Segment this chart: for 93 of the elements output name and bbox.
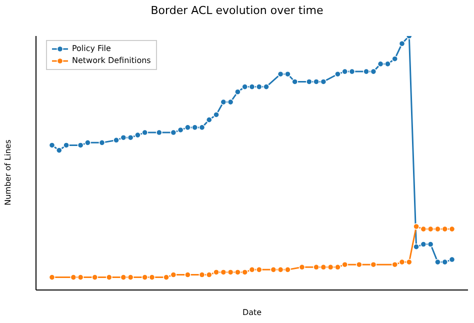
point bbox=[184, 272, 191, 278]
x-axis-title: Date bbox=[241, 308, 263, 317]
point bbox=[242, 84, 248, 90]
point bbox=[277, 266, 284, 273]
point bbox=[413, 244, 420, 250]
chart-title: Border ACL evolution over time bbox=[150, 4, 324, 17]
point bbox=[120, 134, 127, 141]
point bbox=[370, 261, 377, 268]
point bbox=[256, 84, 262, 90]
point bbox=[142, 129, 148, 136]
point bbox=[392, 261, 398, 268]
point bbox=[242, 269, 248, 276]
point bbox=[213, 269, 220, 276]
point bbox=[56, 147, 62, 154]
point bbox=[392, 56, 398, 62]
point bbox=[377, 60, 384, 68]
point bbox=[198, 124, 206, 131]
point bbox=[434, 226, 441, 232]
point bbox=[434, 258, 441, 266]
point bbox=[177, 126, 184, 134]
point bbox=[263, 84, 270, 90]
point bbox=[277, 70, 284, 78]
point bbox=[292, 78, 298, 85]
point bbox=[442, 258, 448, 266]
point bbox=[342, 68, 348, 75]
point bbox=[298, 264, 306, 270]
point bbox=[313, 78, 320, 85]
point bbox=[234, 269, 241, 276]
point bbox=[384, 60, 391, 68]
point bbox=[213, 112, 220, 118]
point bbox=[306, 78, 312, 85]
point bbox=[48, 142, 56, 148]
point bbox=[234, 88, 241, 96]
point bbox=[106, 274, 112, 280]
point bbox=[256, 266, 262, 273]
point bbox=[63, 142, 70, 148]
point bbox=[363, 68, 370, 75]
point bbox=[48, 274, 56, 280]
point bbox=[413, 223, 420, 230]
point bbox=[348, 68, 356, 75]
point bbox=[356, 261, 362, 268]
point bbox=[442, 226, 448, 232]
point bbox=[206, 272, 212, 278]
point bbox=[227, 269, 234, 276]
point bbox=[156, 129, 162, 136]
point bbox=[98, 139, 106, 146]
point bbox=[248, 266, 256, 273]
point bbox=[320, 264, 327, 270]
point bbox=[148, 274, 156, 280]
point bbox=[77, 274, 84, 280]
point bbox=[127, 134, 134, 141]
point bbox=[184, 124, 191, 131]
point bbox=[134, 132, 141, 138]
point bbox=[420, 226, 427, 232]
point bbox=[284, 266, 291, 273]
point bbox=[327, 264, 334, 270]
point bbox=[334, 70, 341, 78]
point bbox=[113, 136, 120, 144]
point bbox=[448, 256, 456, 263]
point bbox=[342, 261, 348, 268]
point bbox=[163, 274, 170, 280]
point bbox=[320, 78, 327, 85]
point bbox=[120, 274, 127, 280]
legend-label: Network Definitions bbox=[72, 55, 151, 67]
point bbox=[284, 70, 291, 78]
point bbox=[170, 272, 177, 278]
point bbox=[398, 40, 406, 47]
point bbox=[77, 142, 84, 148]
point bbox=[334, 264, 341, 270]
point bbox=[420, 241, 427, 248]
point bbox=[92, 274, 98, 280]
point bbox=[427, 226, 434, 232]
point bbox=[198, 272, 206, 278]
point bbox=[84, 139, 91, 146]
point bbox=[192, 124, 198, 131]
legend-label: Policy File bbox=[72, 43, 111, 55]
point bbox=[427, 241, 434, 248]
point bbox=[448, 226, 456, 232]
y-axis-title: Number of Lines bbox=[4, 138, 12, 208]
point bbox=[220, 98, 227, 106]
point bbox=[313, 264, 320, 270]
point bbox=[270, 266, 277, 273]
point bbox=[70, 274, 77, 280]
point bbox=[406, 258, 412, 266]
point bbox=[248, 84, 256, 90]
point bbox=[398, 258, 406, 266]
point bbox=[227, 98, 234, 106]
point bbox=[142, 274, 148, 280]
point bbox=[127, 274, 134, 280]
point bbox=[370, 68, 377, 75]
point bbox=[206, 116, 212, 124]
point bbox=[220, 269, 227, 276]
point bbox=[170, 129, 177, 136]
